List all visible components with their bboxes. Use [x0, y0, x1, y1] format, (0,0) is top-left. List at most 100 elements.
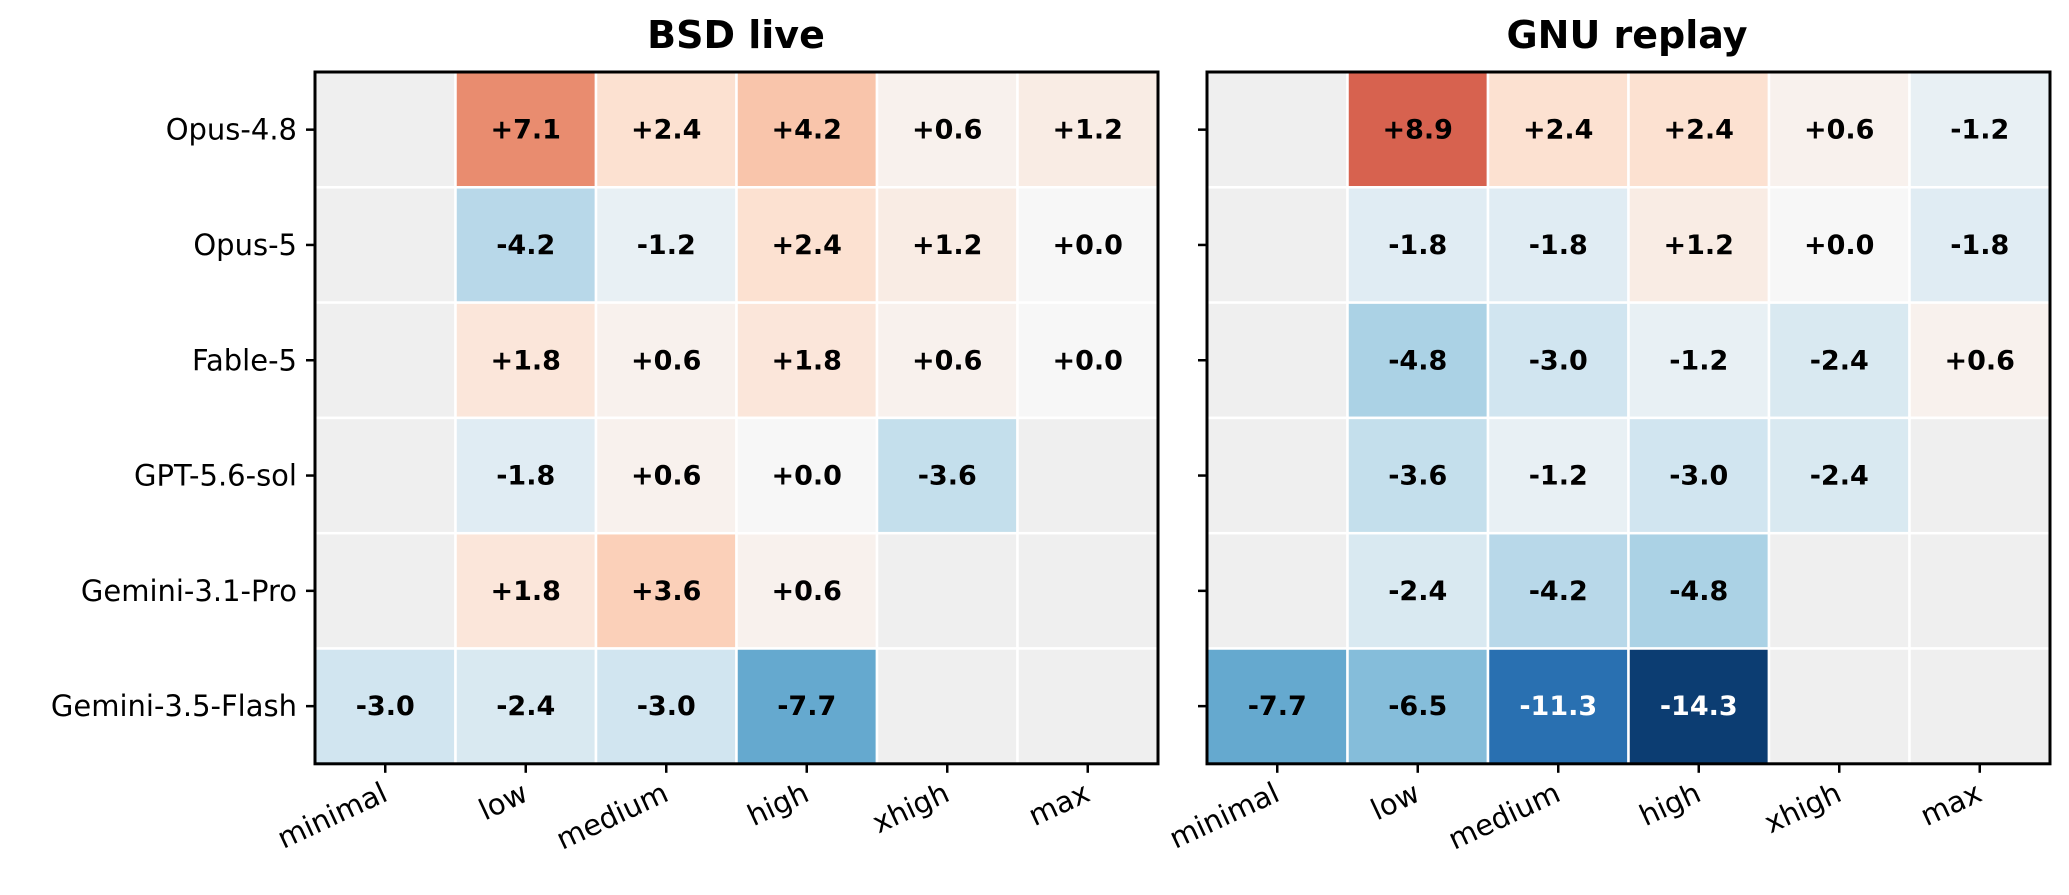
- cell-value-label: -3.0: [1529, 345, 1588, 376]
- heatmap-cell-bsd-live-fable-5-xhigh: [875, 301, 1019, 420]
- cell-value-label: -4.2: [1529, 576, 1588, 607]
- heatmap-cell-bsd-live-gemini-3-1-pro-max: [1016, 531, 1160, 650]
- cell-value-label: -1.2: [1529, 461, 1588, 492]
- cell-value-label: -1.2: [1669, 345, 1728, 376]
- heatmap-cell-bsd-live-gpt-5-6-sol-high: [735, 416, 879, 535]
- heatmap-cell-bsd-live-gemini-3-1-pro-minimal: [313, 531, 457, 650]
- cell-value-label: -7.7: [777, 691, 836, 722]
- heatmap-cell-bsd-live-gemini-3-5-flash-xhigh: [875, 647, 1019, 766]
- col-label-minimal: minimal: [1164, 775, 1284, 855]
- cell-value-label: +0.6: [631, 345, 701, 376]
- cell-value-label: -3.6: [1388, 461, 1447, 492]
- heatmap-cell-gnu-replay-gemini-3-5-flash-max: [1908, 647, 2052, 766]
- cell-value-label: +2.4: [1523, 115, 1593, 146]
- heatmap-cell-gnu-replay-gpt-5-6-sol-xhigh: [1767, 416, 1911, 535]
- cell-value-label: +2.4: [772, 230, 842, 261]
- heatmap-cell-bsd-live-gpt-5-6-sol-medium: [594, 416, 738, 535]
- cell-value-label: +0.6: [912, 345, 982, 376]
- cell-value-label: +1.8: [491, 345, 561, 376]
- cell-value-label: +1.2: [912, 230, 982, 261]
- cell-value-label: -2.4: [1810, 345, 1869, 376]
- heatmap-cell-bsd-live-gpt-5-6-sol-minimal: [313, 416, 457, 535]
- cell-value-label: -2.4: [496, 691, 555, 722]
- heatmap-cell-gnu-replay-gemini-3-5-flash-xhigh: [1767, 647, 1911, 766]
- cell-value-label: +4.2: [772, 115, 842, 146]
- cell-value-label: +0.6: [772, 576, 842, 607]
- heatmap-cell-bsd-live-gemini-3-5-flash-minimal: [313, 647, 457, 766]
- col-label-xhigh: xhigh: [1759, 775, 1846, 840]
- cell-value-label: -2.4: [1388, 576, 1447, 607]
- col-label-medium: medium: [1443, 775, 1565, 856]
- heatmap-cell-gnu-replay-opus-5-low: [1346, 186, 1490, 304]
- heatmap-cell-gnu-replay-gemini-3-1-pro-max: [1908, 531, 2052, 650]
- row-label-opus-4-8: Opus-4.8: [166, 113, 297, 147]
- heatmap-cell-gnu-replay-gpt-5-6-sol-minimal: [1205, 416, 1349, 535]
- col-label-high: high: [1634, 775, 1706, 833]
- plot-frame: [1205, 70, 2052, 766]
- cell-value-label: -2.4: [1810, 461, 1869, 492]
- cell-value-label: -4.2: [496, 230, 555, 261]
- cell-value-label: +2.4: [1664, 115, 1734, 146]
- cell-value-label: +0.6: [1945, 345, 2015, 376]
- heatmap-cell-gnu-replay-opus-5-minimal: [1205, 186, 1349, 304]
- panel-gnu-replay: GNU replay +8.9 +2.4 +2.4 +0.6 -1.2 -1.8 -1.8 +…: [1164, 13, 2052, 857]
- heatmap-cell-bsd-live-opus-5-minimal: [313, 186, 457, 304]
- heatmap-cell-gnu-replay-opus-5-medium: [1486, 186, 1630, 304]
- heatmap-cell-bsd-live-opus-5-max: [1016, 186, 1160, 304]
- cell-value-label: +0.0: [772, 461, 842, 492]
- heatmap-cell-bsd-live-fable-5-minimal: [313, 301, 457, 420]
- row-label-opus-5: Opus-5: [193, 228, 297, 262]
- row-label-gemini-3-1-pro: Gemini-3.1-Pro: [81, 574, 297, 608]
- heatmap-cell-bsd-live-opus-5-high: [735, 186, 879, 304]
- row-label-gemini-3-5-flash: Gemini-3.5-Flash: [51, 689, 297, 723]
- cell-value-label: -3.0: [356, 691, 415, 722]
- cell-value-label: -1.8: [496, 461, 555, 492]
- plot-frame: [313, 70, 1160, 766]
- heatmap-cell-bsd-live-gpt-5-6-sol-max: [1016, 416, 1160, 535]
- heatmap-cell-bsd-live-fable-5-medium: [594, 301, 738, 420]
- heatmap-cell-bsd-live-opus-4-8-low: [454, 70, 598, 189]
- col-label-max: max: [1915, 775, 1987, 833]
- cell-value-label: -1.8: [1950, 230, 2009, 261]
- col-label-max: max: [1023, 775, 1095, 833]
- heatmap-cell-gnu-replay-gemini-3-1-pro-low: [1346, 531, 1490, 650]
- cell-value-label: +1.2: [1053, 115, 1123, 146]
- cell-value-label: -3.6: [918, 461, 977, 492]
- heatmap-cell-bsd-live-opus-4-8-medium: [594, 70, 738, 189]
- cell-value-label: +2.4: [631, 115, 701, 146]
- col-label-minimal: minimal: [272, 775, 392, 855]
- row-label-gpt-5-6-sol: GPT-5.6-sol: [134, 459, 297, 493]
- cell-value-label: -1.2: [1950, 115, 2009, 146]
- heatmap-cell-gnu-replay-fable-5-minimal: [1205, 301, 1349, 420]
- cell-value-label: +0.0: [1053, 345, 1123, 376]
- col-label-low: low: [473, 775, 532, 827]
- cell-value-label: -3.0: [637, 691, 696, 722]
- row-label-fable-5: Fable-5: [192, 343, 297, 377]
- cell-value-label: +0.6: [1804, 115, 1874, 146]
- heatmap-cell-bsd-live-gemini-3-1-pro-low: [454, 531, 598, 650]
- cell-value-label: +7.1: [491, 115, 561, 146]
- heatmap-cell-gnu-replay-opus-4-8-minimal: [1205, 70, 1349, 189]
- cell-value-label: +0.6: [912, 115, 982, 146]
- heatmap-cell-gnu-replay-gemini-3-5-flash-low: [1346, 647, 1490, 766]
- cell-value-label: -14.3: [1660, 691, 1738, 722]
- heatmap-cell-gnu-replay-gemini-3-1-pro-xhigh: [1767, 531, 1911, 650]
- heatmap-cell-bsd-live-opus-4-8-minimal: [313, 70, 457, 189]
- heatmap-cell-gnu-replay-gemini-3-5-flash-high: [1627, 647, 1771, 766]
- heatmap-cell-gnu-replay-gemini-3-1-pro-minimal: [1205, 531, 1349, 650]
- col-label-high: high: [742, 775, 814, 833]
- panel-bsd-live: BSD live +7.1 +2.4 +4.2 +0.6 +1.2 -4.2 -1.2 +2.…: [51, 13, 1160, 857]
- cell-value-label: +1.8: [772, 345, 842, 376]
- cell-value-label: -6.5: [1388, 691, 1447, 722]
- cell-value-label: -1.8: [1529, 230, 1588, 261]
- heatmap-cell-bsd-live-gemini-3-1-pro-medium: [594, 531, 738, 650]
- heatmap-cell-bsd-live-gemini-3-1-pro-xhigh: [875, 531, 1019, 650]
- heatmap-cell-bsd-live-gemini-3-1-pro-high: [735, 531, 879, 650]
- panel-title-gnu-replay: GNU replay: [1506, 13, 1747, 57]
- cell-value-label: -3.0: [1669, 461, 1728, 492]
- cell-value-label: +1.8: [491, 576, 561, 607]
- heatmap-cell-bsd-live-gpt-5-6-sol-low: [454, 416, 598, 535]
- heatmap-cell-bsd-live-gemini-3-5-flash-max: [1016, 647, 1160, 766]
- col-label-medium: medium: [551, 775, 673, 856]
